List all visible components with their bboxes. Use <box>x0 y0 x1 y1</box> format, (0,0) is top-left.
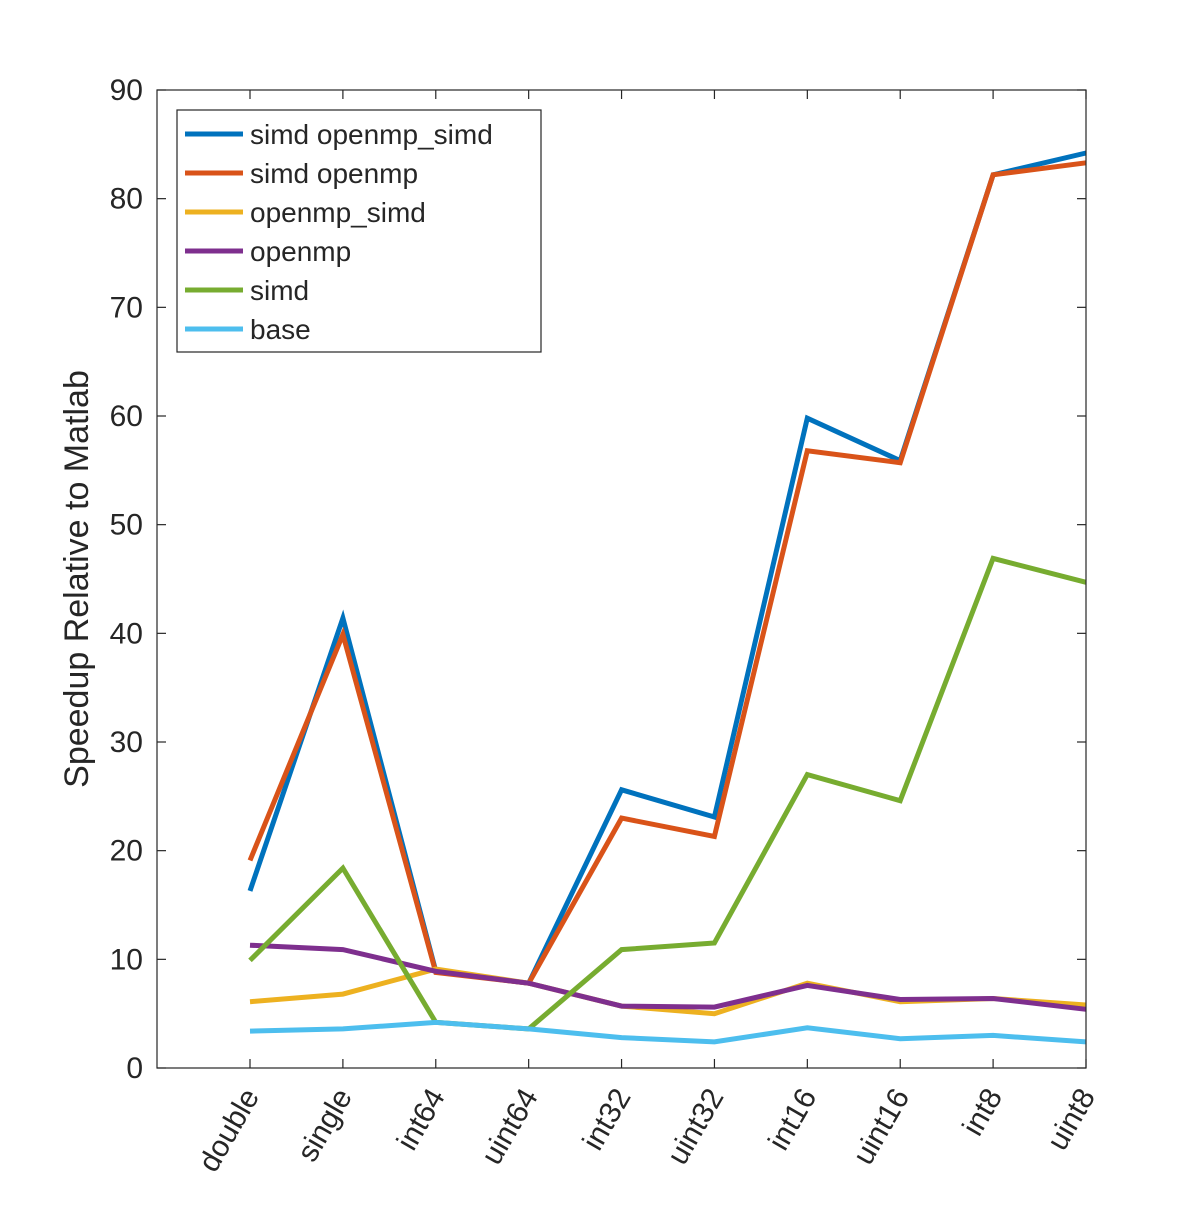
y-tick-label: 20 <box>110 835 143 868</box>
legend-label: base <box>250 314 311 345</box>
series-line-openmp <box>249 942 1087 1012</box>
y-tick-label: 90 <box>110 74 143 107</box>
y-tick-label: 70 <box>110 291 143 324</box>
legend-box <box>176 109 542 353</box>
y-tick-label: 80 <box>110 183 143 216</box>
series-layer <box>247 150 1087 1045</box>
series-line-simd <box>248 555 1087 1032</box>
y-tick-label: 50 <box>110 509 143 542</box>
y-tick-label: 30 <box>110 726 143 759</box>
series-line-base <box>249 1019 1087 1045</box>
y-tick-label: 10 <box>110 943 143 976</box>
legend-label: simd <box>250 275 309 306</box>
legend-label: openmp <box>250 236 351 267</box>
y-tick-label: 0 <box>126 1052 143 1085</box>
legend-label: simd openmp_simd <box>250 119 493 150</box>
y-tick-label: 40 <box>110 617 143 650</box>
legend-label: openmp_simd <box>250 197 426 228</box>
y-axis-label: Speedup Relative to Matlab <box>58 370 96 788</box>
legend-label: simd openmp <box>250 158 418 189</box>
series-line-simd-openmp <box>247 160 1087 986</box>
y-tick-label: 60 <box>110 400 143 433</box>
